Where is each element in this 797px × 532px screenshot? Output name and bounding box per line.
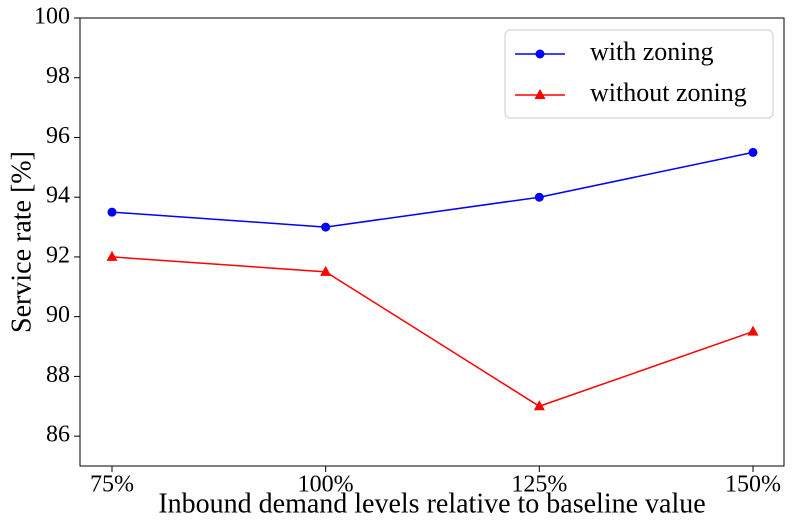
point [748,147,758,157]
y-tick-label: 96 [46,123,70,149]
point [535,49,545,59]
y-tick-label: 90 [46,302,70,328]
point [320,265,332,276]
point [106,250,118,261]
y-tick-label: 86 [46,422,70,448]
point [107,207,117,217]
series-line [111,256,754,408]
x-tick-label: 150% [725,472,781,498]
legend-box [504,29,774,119]
x-tick-label: 100% [298,472,354,498]
y-tick-label: 92 [46,242,70,268]
point [533,400,545,411]
point [534,89,546,99]
y-tick-label: 100 [34,4,70,30]
point [534,192,544,202]
legend-label: with zoning [590,37,714,66]
point [321,222,331,232]
y-tick-label: 98 [46,63,70,89]
legend-label: without zoning [590,78,747,107]
x-tick-label: 75% [90,472,134,498]
x-axis-label: Inbound demand levels relative to baseli… [158,488,705,519]
plot-frame [79,17,785,467]
point [747,325,759,336]
y-tick-label: 94 [46,183,70,209]
y-axis-label: Service rate [%] [6,151,37,333]
series-line [111,151,754,228]
y-tick-label: 88 [46,362,70,388]
x-tick-label: 125% [511,472,567,498]
